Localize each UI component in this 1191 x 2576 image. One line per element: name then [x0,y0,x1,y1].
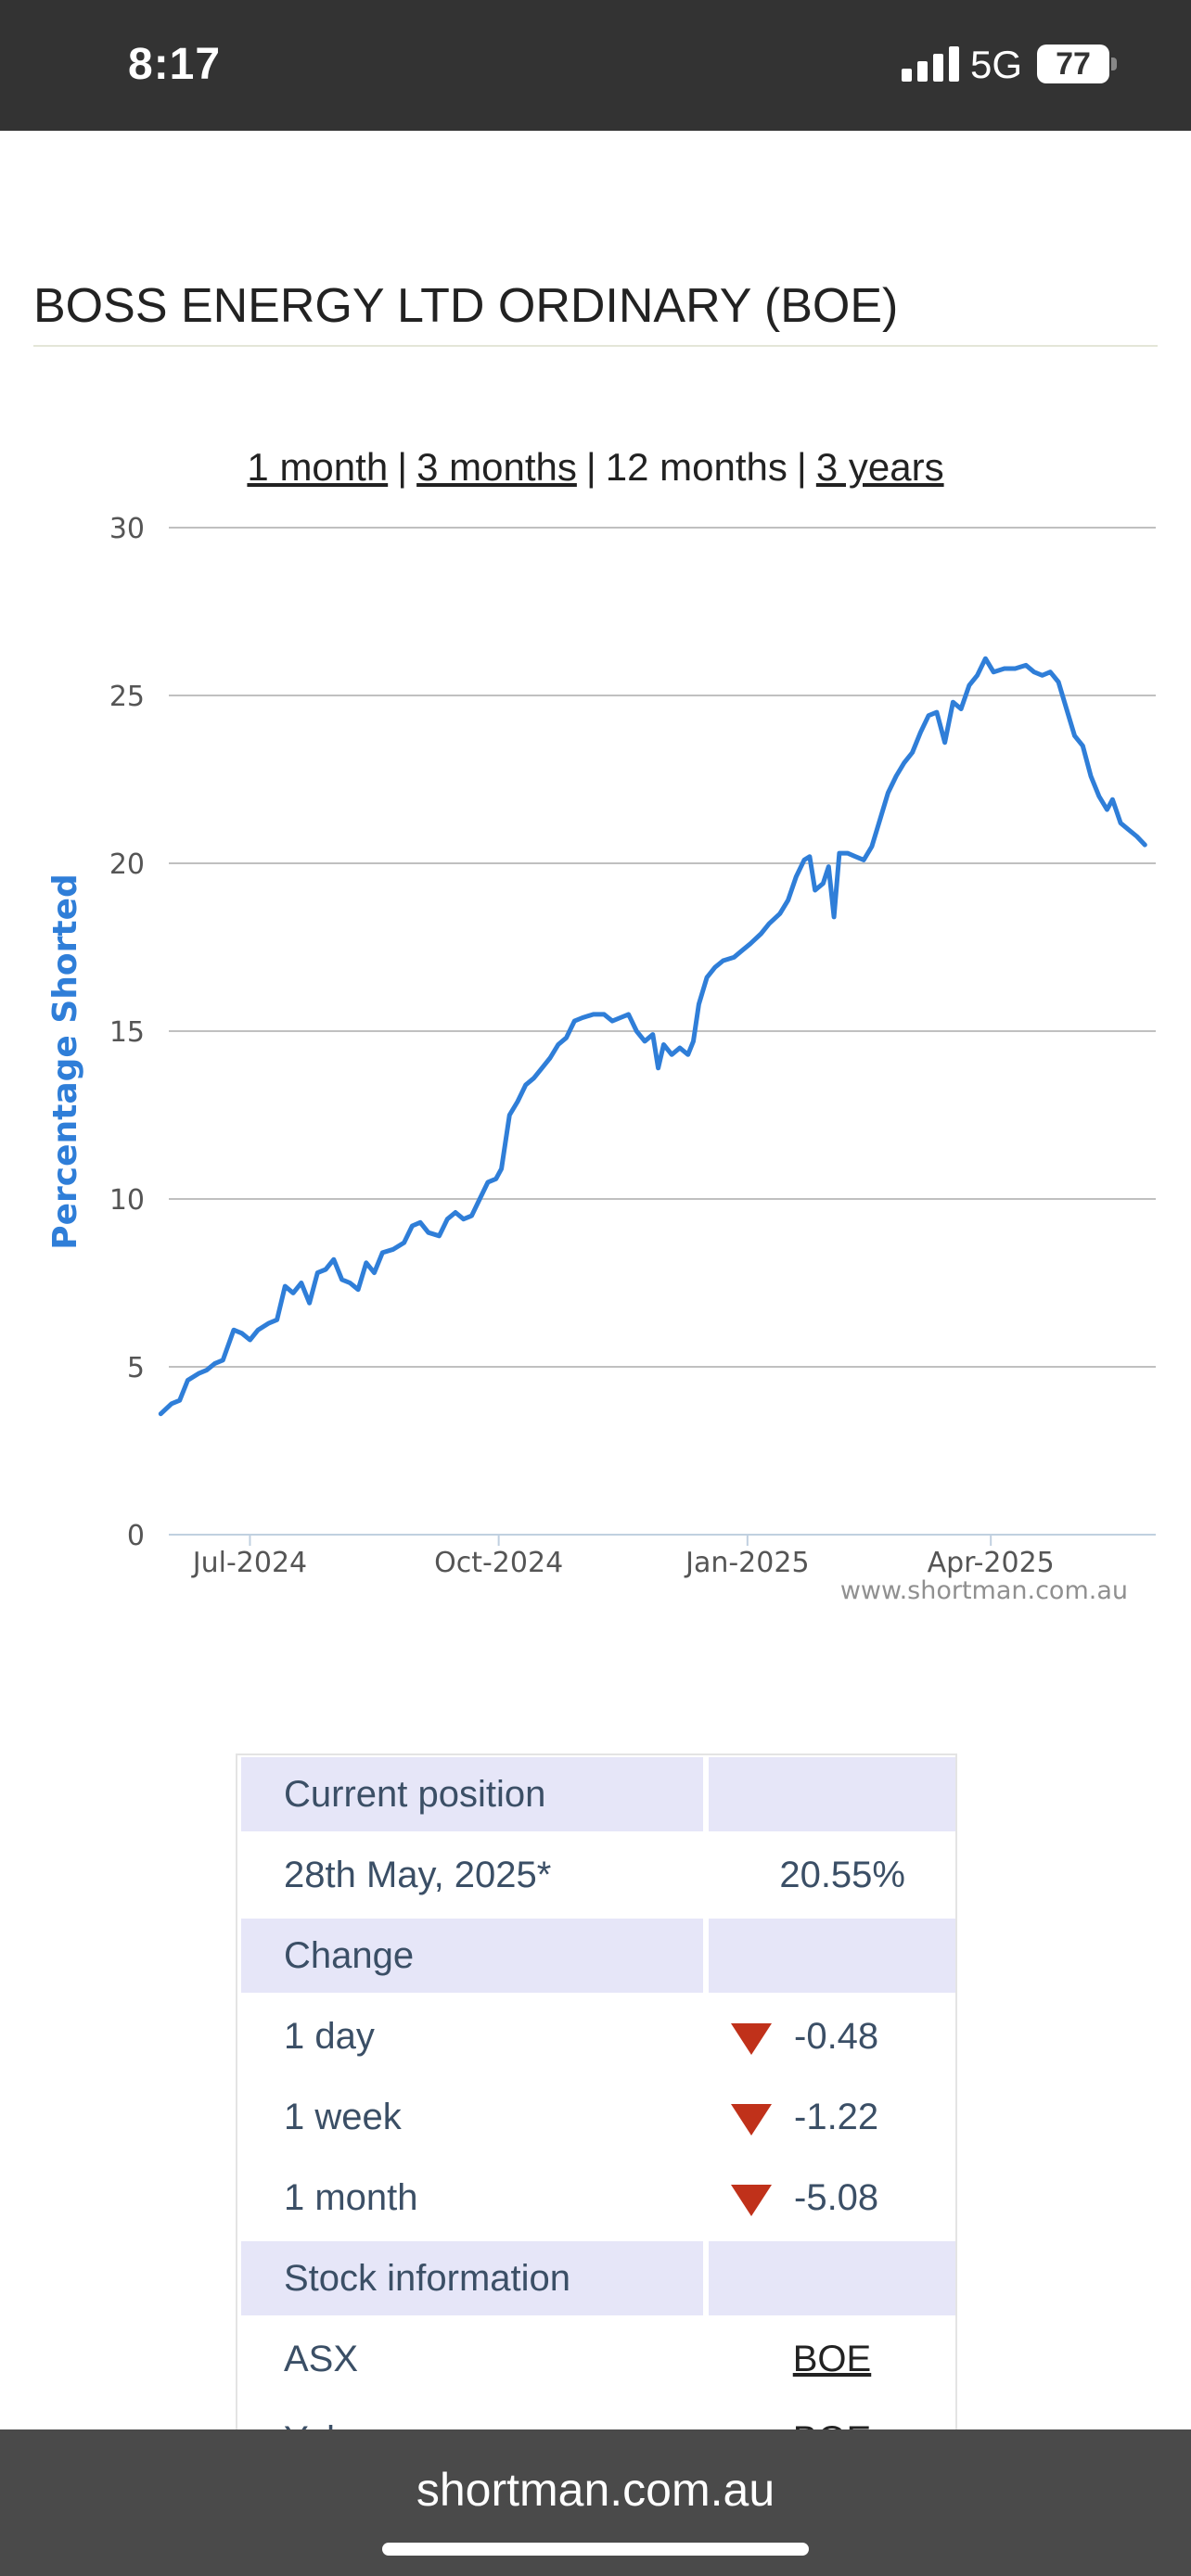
table-row: ASX BOE [241,2322,955,2396]
range-selector: 1 month | 3 months | 12 months | 3 years [0,445,1191,490]
table-header-value [709,2241,955,2315]
y-tick-label: 10 [109,1184,145,1217]
status-time: 8:17 [128,40,222,89]
exchange-label: Yahoo [241,2403,703,2430]
url-label[interactable]: shortman.com.au [416,2464,775,2516]
battery-nub [1111,57,1117,70]
down-arrow-icon [731,2023,772,2055]
y-tick-label: 0 [127,1520,145,1552]
chart-axes: 0 5 10 15 20 25 30 Jul-2024 Oct-2024 Jan-2025 Apr-… [109,513,1156,1579]
battery-icon: 77 [1037,45,1109,83]
yahoo-code-link[interactable]: BOE [793,2419,871,2430]
range-separator: | [796,445,807,489]
status-bar: 8:17 5G 77 [0,0,1191,131]
range-separator: | [397,445,408,489]
down-arrow-icon [731,2185,772,2216]
page-title: BOSS ENERGY LTD ORDINARY (BOE) [33,279,899,333]
position-table: Current position 28th May, 2025* 20.55% … [236,1753,957,2430]
y-axis-label: Percentage Shorted [46,874,84,1250]
change-value: -5.08 [794,2177,879,2218]
y-tick-label: 5 [127,1352,145,1384]
change-period-label: 1 week [284,2097,402,2137]
range-separator: | [585,445,596,489]
down-arrow-icon [731,2104,772,2136]
y-tick-label: 30 [109,513,145,545]
x-tick-label: Jul-2024 [191,1547,307,1579]
table-header-value [709,1919,955,1993]
home-indicator[interactable] [382,2543,809,2556]
table-header-label: Change [241,1919,703,1993]
change-value: -0.48 [794,2016,879,2057]
range-3-months-link[interactable]: 3 months [416,445,577,489]
y-tick-label: 25 [109,681,145,713]
change-period-label: 1 day [284,2016,375,2057]
change-cell: -1.22 [709,2080,955,2154]
table-row: 1 day -0.48 [241,1999,955,2073]
range-12-months-current: 12 months [605,445,788,489]
table-row: Yahoo BOE [241,2403,955,2430]
table-header-row: Stock information [241,2241,955,2315]
short-position-chart: 0 5 10 15 20 25 30 Jul-2024 Oct-2024 Jan-2025 Apr-… [46,513,1156,1605]
table-row: 1 week -1.22 [241,2080,955,2154]
browser-address-bar: shortman.com.au [0,2429,1191,2576]
position-date: 28th May, 2025* [284,1855,552,1895]
y-tick-label: 15 [109,1016,145,1049]
change-cell: -5.08 [709,2161,955,2235]
table-header-label: Current position [241,1757,703,1831]
table-header-row: Current position [241,1757,955,1831]
grid-lines [169,527,1156,1368]
x-tick-label: Apr-2025 [928,1547,1055,1579]
network-label: 5G [970,43,1023,86]
chart-watermark: www.shortman.com.au [840,1576,1128,1605]
table-header-row: Change [241,1919,955,1993]
y-tick-label: 20 [109,848,145,881]
x-tick-label: Jan-2025 [684,1547,809,1579]
x-tick-label: Oct-2024 [434,1547,563,1579]
change-cell: -0.48 [709,1999,955,2073]
table-row: 28th May, 2025* 20.55% [241,1838,955,1912]
chart-series [158,656,1147,1417]
range-1-month-link[interactable]: 1 month [247,445,389,489]
exchange-link-cell: BOE [709,2322,955,2396]
table-header-value [709,1757,955,1831]
title-divider [33,345,1158,347]
change-value: -1.22 [794,2097,879,2137]
series-line [158,656,1147,1417]
asx-code-link[interactable]: BOE [792,2339,872,2379]
range-3-years-link[interactable]: 3 years [815,445,944,489]
table-header-label: Stock information [241,2241,703,2315]
exchange-link-cell: BOE [709,2403,955,2430]
position-value: 20.55% [779,1855,905,1895]
signal-icon [902,46,959,82]
table-row: 1 month -5.08 [241,2161,955,2235]
exchange-label: ASX [284,2339,359,2379]
change-period-label: 1 month [284,2177,418,2218]
